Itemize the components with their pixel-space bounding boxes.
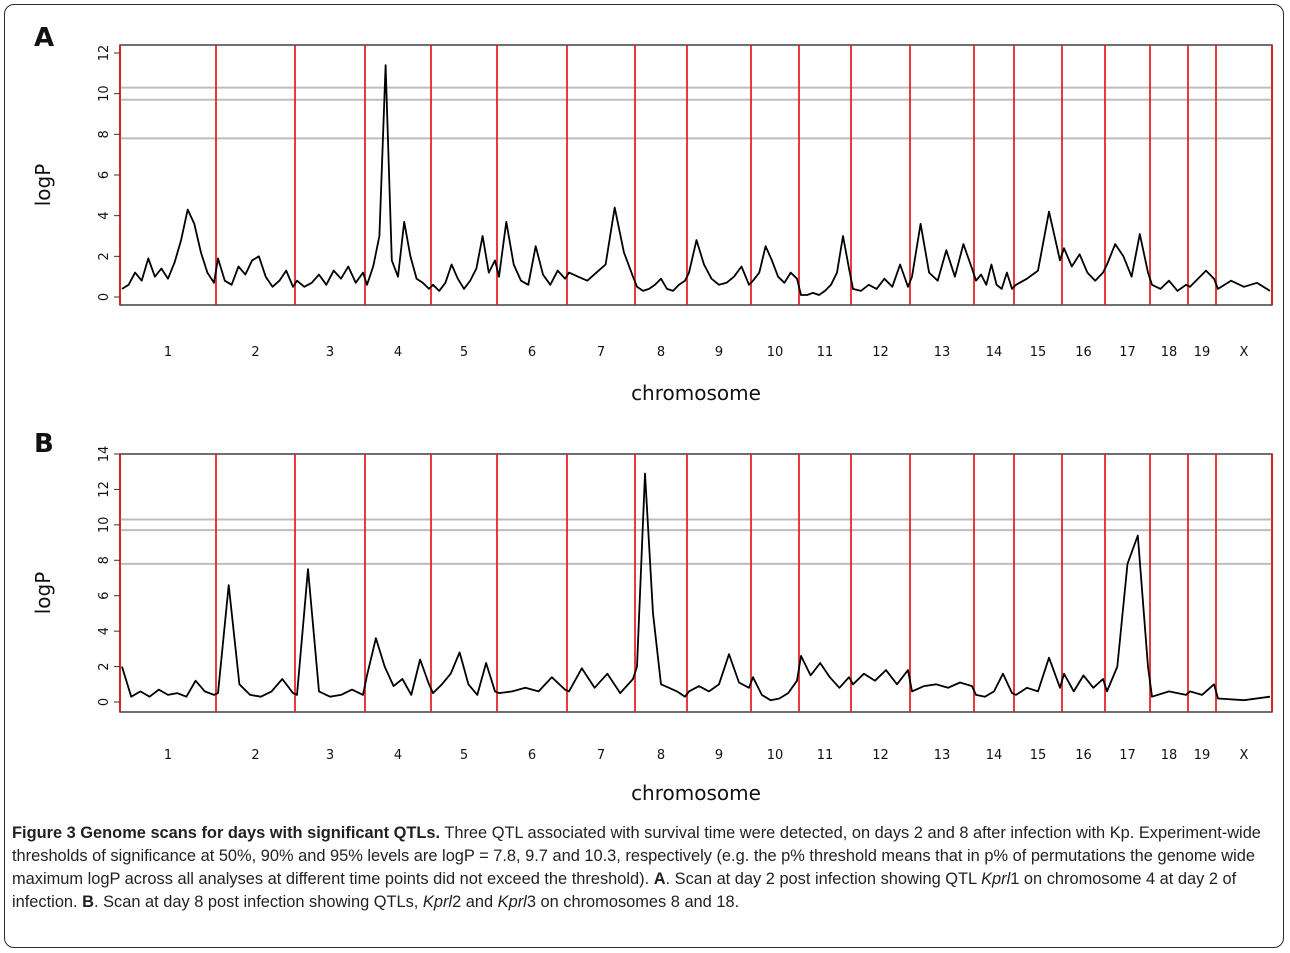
logp-curve-b-0 [121,472,1271,702]
x-tick-label-a-11: 12 [872,345,889,360]
x-tick-label-b-7: 8 [657,748,665,763]
x-tick-label-a-3: 4 [394,345,402,360]
y-tick-label-a-2: 4 [97,212,112,220]
x-tick-label-b-13: 14 [986,748,1003,763]
x-tick-label-a-7: 8 [657,345,665,360]
x-tick-label-b-1: 2 [251,748,259,763]
caption-text-3: on chromosome 4 at day 2 of infection. [12,870,1237,911]
x-tick-label-b-12: 13 [934,748,951,763]
x-tick-label-a-16: 17 [1119,345,1136,360]
caption-qtl3-num: 3 [526,893,536,911]
y-tick-label-b-2: 4 [97,627,112,635]
x-tick-label-b-14: 15 [1030,748,1047,763]
caption-qtl1: Kprl [981,870,1011,888]
x-tick-label-b-5: 6 [528,748,536,763]
y-axis-label-b: logP [31,572,55,615]
caption-qtl2: Kprl [422,893,453,911]
x-tick-label-a-19: X [1240,345,1249,360]
panel-letter-b: B [34,429,54,459]
x-tick-label-b-0: 1 [164,748,172,763]
plot-box-a [119,44,1273,306]
y-tick-label-b-6: 12 [97,481,112,498]
x-tick-label-b-19: X [1240,748,1249,763]
panel-b: B 0 2 4 6 8 10 12 14 logP 1 2 3 4 5 6 7 8 9 10 11 12 13 14 15 16 1… [6,418,1282,818]
x-tick-label-a-5: 6 [528,345,536,360]
x-tick-label-b-6: 7 [597,748,605,763]
caption-text-6: on chromosomes 8 and 18. [535,893,740,911]
y-tick-label-a-4: 8 [97,130,112,138]
x-tick-label-b-17: 18 [1161,748,1178,763]
x-tick-label-a-12: 13 [934,345,951,360]
y-tick-label-a-3: 6 [97,171,112,179]
x-tick-label-b-11: 12 [872,748,889,763]
x-tick-label-a-4: 5 [460,345,468,360]
x-tick-label-b-10: 11 [817,748,834,763]
x-tick-label-a-9: 10 [767,345,784,360]
x-tick-label-a-15: 16 [1075,345,1092,360]
x-tick-label-b-2: 3 [326,748,334,763]
x-tick-label-a-18: 19 [1194,345,1211,360]
x-tick-label-b-18: 19 [1194,748,1211,763]
y-tick-label-a-5: 10 [97,85,112,102]
x-tick-label-a-1: 2 [251,345,259,360]
panel-letter-a: A [34,23,54,53]
caption-a-label: A [653,870,666,888]
y-tick-label-b-0: 0 [97,698,112,706]
x-tick-label-a-8: 9 [715,345,723,360]
logp-curve-a-0 [121,64,1271,296]
caption-b-label: B [82,893,95,911]
caption-qtl2-num: 2 [452,893,462,911]
x-axis-label-a: chromosome [631,381,761,405]
caption-qtl3: Kprl [497,893,527,911]
x-tick-label-b-8: 9 [715,748,723,763]
x-tick-label-a-2: 3 [326,345,334,360]
x-tick-label-a-13: 14 [986,345,1003,360]
x-tick-label-a-0: 1 [164,345,172,360]
x-tick-label-a-14: 15 [1030,345,1047,360]
caption-label: Figure 3 Genome scans for days with sign… [12,824,441,842]
y-tick-label-b-5: 10 [97,517,112,534]
x-tick-label-b-3: 4 [394,748,402,763]
caption-text-5: and [461,893,498,911]
y-axis-label-a: logP [31,164,55,207]
y-tick-label-a-1: 2 [97,252,112,260]
caption-text-1: Three QTL associated with survival time … [12,824,1261,888]
x-tick-label-b-16: 17 [1119,748,1136,763]
caption-text-2: . Scan at day 2 post infection showing Q… [665,870,982,888]
caption-qtl1-num: 1 [1010,870,1020,888]
y-tick-label-a-6: 12 [97,45,112,62]
x-tick-label-a-10: 11 [817,345,834,360]
panel-a: A 0 2 4 6 8 10 12 logP 1 2 3 4 5 6 7 8 9 10 11 12 13 14 15 16 17 1… [6,8,1282,420]
x-axis-label-b: chromosome [631,781,761,805]
y-tick-label-b-4: 8 [97,556,112,564]
x-tick-label-b-4: 5 [460,748,468,763]
plot-box-b [119,453,1273,713]
x-tick-label-a-6: 7 [597,345,605,360]
x-tick-label-a-17: 18 [1161,345,1178,360]
caption-text-4: . Scan at day 8 post infection showing Q… [94,893,423,911]
x-tick-label-b-9: 10 [767,748,784,763]
figure-caption: Figure 3 Genome scans for days with sign… [12,822,1274,914]
y-tick-label-a-0: 0 [97,293,112,301]
y-tick-label-b-3: 6 [97,592,112,600]
y-tick-label-b-1: 2 [97,662,112,670]
y-tick-label-b-7: 14 [97,446,112,463]
x-tick-label-b-15: 16 [1075,748,1092,763]
